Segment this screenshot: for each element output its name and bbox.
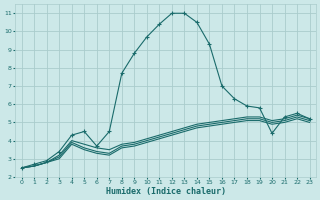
X-axis label: Humidex (Indice chaleur): Humidex (Indice chaleur) — [106, 187, 226, 196]
